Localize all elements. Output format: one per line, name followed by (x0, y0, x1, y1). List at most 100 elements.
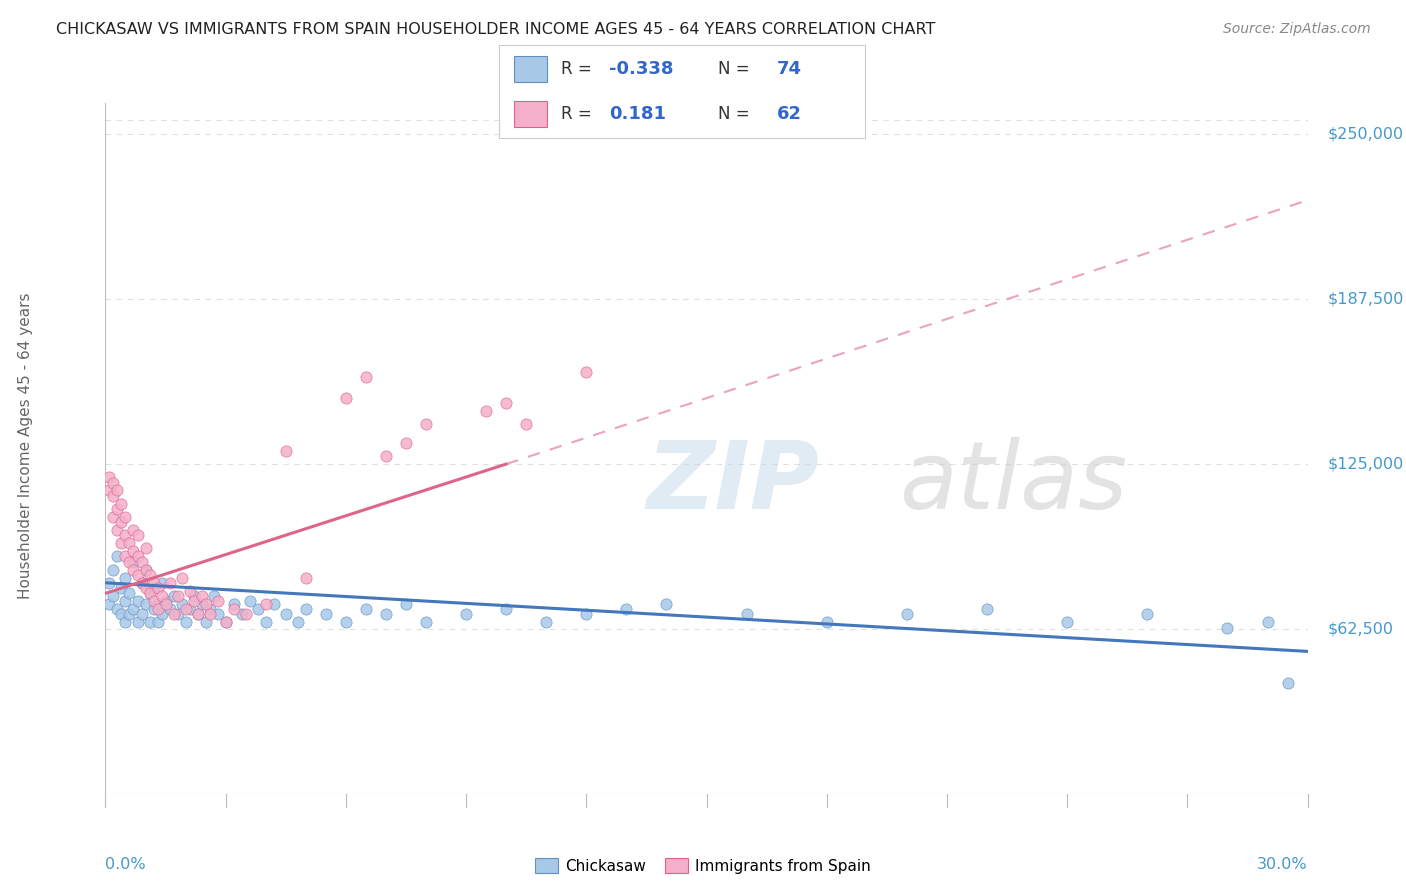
Point (98, 597, 121, 611)
Point (575, 365, 598, 379)
Text: $125,000: $125,000 (1327, 457, 1403, 472)
Point (395, 597, 418, 611)
Text: 30.0%: 30.0% (1257, 857, 1308, 872)
Point (122, 555, 145, 569)
Point (110, 497, 132, 511)
Point (187, 607, 209, 622)
Point (103, 589, 125, 603)
Point (114, 570, 136, 584)
Point (170, 597, 193, 611)
Point (135, 563, 157, 577)
Point (495, 602, 517, 616)
Point (214, 615, 236, 630)
Point (131, 575, 153, 590)
Point (475, 404, 498, 418)
Text: 0.0%: 0.0% (105, 857, 146, 872)
Point (110, 581, 132, 595)
Point (1257, 615, 1279, 630)
Point (107, 549, 129, 564)
Point (98, 470, 121, 484)
Point (150, 575, 173, 590)
Point (131, 555, 153, 569)
Point (190, 597, 212, 611)
Point (183, 594, 205, 608)
Point (254, 615, 277, 630)
Point (515, 417, 537, 432)
Point (135, 597, 157, 611)
Point (142, 594, 165, 608)
Text: R =: R = (561, 105, 592, 123)
Point (122, 602, 145, 616)
Point (135, 563, 157, 577)
Text: $187,500: $187,500 (1327, 292, 1405, 307)
Point (146, 581, 169, 595)
Legend: Chickasaw, Immigrants from Spain: Chickasaw, Immigrants from Spain (529, 852, 877, 880)
Point (335, 391, 357, 405)
Point (142, 602, 165, 616)
Point (207, 607, 229, 622)
Point (616, 602, 638, 616)
Text: atlas: atlas (898, 437, 1128, 528)
Point (239, 594, 262, 608)
Point (103, 475, 125, 490)
Point (146, 615, 169, 630)
Point (155, 597, 177, 611)
Text: 62: 62 (778, 105, 801, 123)
Point (122, 544, 145, 558)
Point (107, 602, 129, 616)
Bar (513, 56, 547, 82)
Point (162, 607, 184, 622)
Point (138, 567, 160, 582)
Point (295, 570, 318, 584)
Point (415, 417, 437, 432)
Point (263, 597, 285, 611)
Point (114, 615, 136, 630)
Point (166, 607, 188, 622)
Point (155, 594, 177, 608)
Point (118, 586, 141, 600)
Point (138, 586, 160, 600)
Point (122, 523, 145, 537)
Point (146, 602, 169, 616)
Point (395, 436, 418, 450)
Text: N =: N = (718, 105, 749, 123)
Point (354, 370, 377, 384)
Point (162, 589, 184, 603)
Point (374, 607, 398, 622)
Point (1216, 621, 1239, 635)
Text: N =: N = (718, 60, 749, 78)
Text: R =: R = (561, 60, 592, 78)
Point (131, 607, 153, 622)
Point (98, 483, 121, 498)
Text: 74: 74 (778, 60, 801, 78)
Point (187, 607, 209, 622)
Point (150, 589, 173, 603)
Point (118, 536, 141, 550)
Point (1056, 615, 1078, 630)
Point (150, 607, 173, 622)
Point (107, 483, 129, 498)
Point (254, 597, 277, 611)
Point (198, 607, 221, 622)
Point (127, 594, 149, 608)
Point (194, 597, 217, 611)
Point (295, 602, 318, 616)
Point (114, 509, 136, 524)
Point (174, 602, 197, 616)
Point (110, 536, 132, 550)
Point (976, 602, 998, 616)
Point (274, 443, 297, 458)
Text: CHICKASAW VS IMMIGRANTS FROM SPAIN HOUSEHOLDER INCOME AGES 45 - 64 YEARS CORRELA: CHICKASAW VS IMMIGRANTS FROM SPAIN HOUSE… (56, 22, 935, 37)
Point (534, 615, 557, 630)
Bar (513, 101, 547, 127)
Point (315, 607, 337, 622)
Point (103, 489, 125, 503)
Point (179, 602, 201, 616)
Point (174, 615, 197, 630)
Point (231, 607, 253, 622)
Text: Householder Income Ages 45 - 64 years: Householder Income Ages 45 - 64 years (18, 293, 32, 599)
Point (335, 615, 357, 630)
Point (103, 563, 125, 577)
Point (135, 541, 157, 556)
Point (170, 570, 193, 584)
